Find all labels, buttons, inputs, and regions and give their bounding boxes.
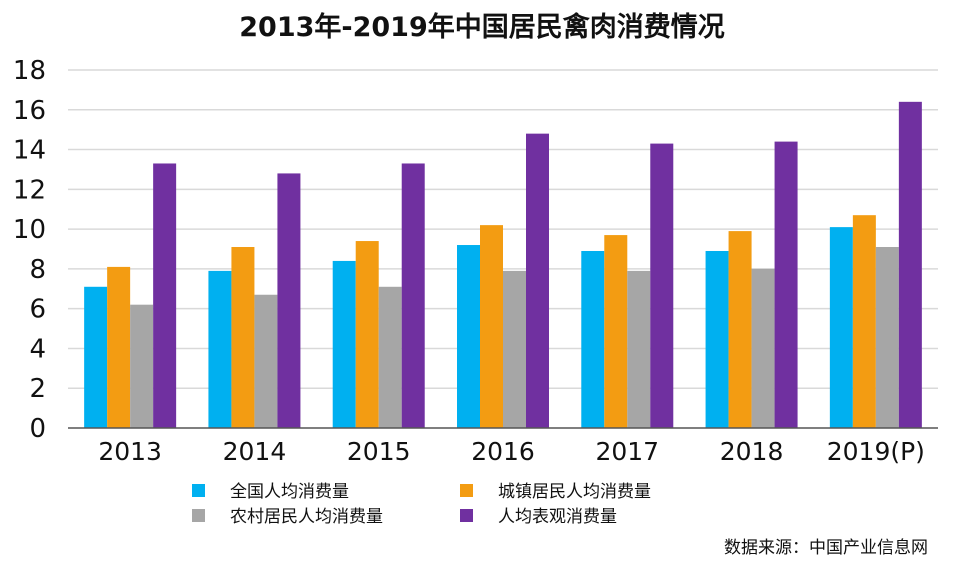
x-tick-label: 2017 — [595, 437, 659, 466]
legend-label: 城镇居民人均消费量 — [498, 482, 651, 502]
y-axis-ticks: 0 2 4 6 8 10 12 14 16 18 — [13, 56, 46, 444]
bar-2017-series-1 — [581, 250, 605, 428]
bar-2014-series-3 — [254, 294, 278, 428]
bar-2013-series-2 — [107, 266, 131, 428]
x-tick-label: 2016 — [471, 437, 535, 466]
bar-2016-series-3 — [503, 270, 526, 428]
bar-2018-series-3 — [751, 268, 775, 428]
bar-2017-series-3 — [627, 270, 651, 428]
source-note: 数据来源：中国产业信息网 — [724, 538, 928, 558]
legend-label: 农村居民人均消费量 — [230, 507, 383, 527]
bar-2013-series-1 — [84, 286, 108, 428]
bar-2013-series-4 — [153, 163, 177, 428]
bar-2016-series-1 — [457, 245, 480, 428]
legend-swatch — [460, 484, 473, 497]
bar-2013-series-3 — [130, 304, 154, 428]
x-axis-ticks: 2013 2014 2015 2016 2017 2018 2019(P) — [98, 437, 925, 466]
legend-label: 人均表观消费量 — [498, 507, 617, 527]
chart-title: 2013年-2019年中国居民禽肉消费情况 — [239, 11, 725, 43]
bar-2014-series-1 — [208, 270, 232, 428]
bar-2017-series-2 — [604, 235, 628, 428]
bar-2015-series-3 — [378, 286, 402, 428]
y-tick-label: 14 — [13, 136, 46, 166]
bar-2016-series-4 — [526, 133, 549, 428]
bar-2019(P)-series-2 — [852, 215, 876, 428]
y-tick-label: 2 — [29, 374, 46, 404]
bar-2018-series-1 — [705, 250, 729, 428]
bar-2016-series-2 — [480, 225, 503, 428]
bar-2015-series-1 — [332, 260, 356, 428]
y-tick-label: 18 — [13, 56, 46, 86]
x-tick-label: 2019(P) — [827, 437, 925, 466]
y-tick-label: 6 — [29, 295, 46, 325]
bar-2018-series-2 — [728, 231, 752, 428]
bars — [84, 101, 922, 429]
y-tick-label: 8 — [29, 255, 46, 285]
bar-2014-series-4 — [277, 173, 301, 428]
bar-2015-series-4 — [401, 163, 425, 428]
bar-2014-series-2 — [231, 247, 255, 428]
legend-label: 全国人均消费量 — [230, 482, 349, 502]
x-tick-label: 2013 — [98, 437, 162, 466]
y-tick-label: 16 — [13, 96, 46, 126]
y-tick-label: 4 — [29, 334, 46, 364]
bar-2019(P)-series-4 — [898, 101, 922, 429]
legend-swatch — [460, 509, 473, 522]
legend-swatch — [192, 509, 205, 522]
bar-2017-series-4 — [650, 143, 674, 429]
bar-2018-series-4 — [774, 141, 798, 428]
x-tick-label: 2014 — [223, 437, 287, 466]
bar-2019(P)-series-3 — [875, 247, 899, 428]
x-tick-label: 2015 — [347, 437, 411, 466]
bar-2019(P)-series-1 — [829, 227, 853, 428]
x-tick-label: 2018 — [720, 437, 784, 466]
bar-2015-series-2 — [355, 241, 379, 428]
y-tick-label: 0 — [29, 414, 46, 444]
y-tick-label: 10 — [13, 215, 46, 245]
legend-swatch — [192, 484, 205, 497]
y-tick-label: 12 — [13, 175, 46, 205]
